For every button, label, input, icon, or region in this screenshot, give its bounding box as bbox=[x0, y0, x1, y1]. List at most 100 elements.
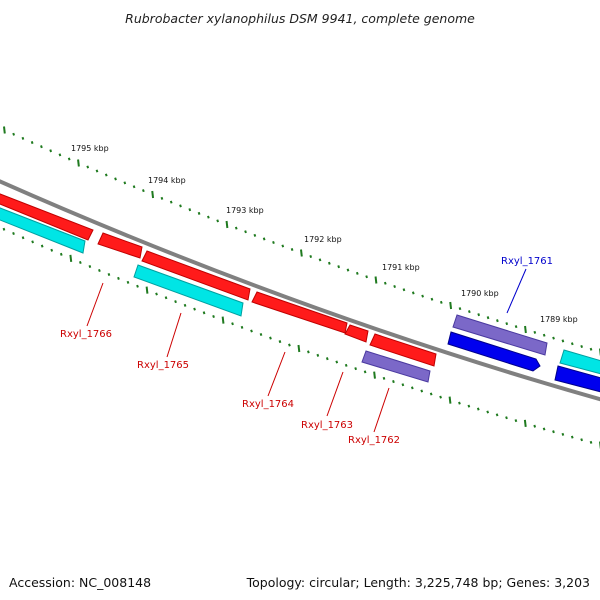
gene-rxyl-1761[interactable] bbox=[447, 331, 541, 372]
ruler-outer-dot bbox=[77, 159, 80, 167]
ruler-inner-dot bbox=[542, 427, 546, 431]
ruler-inner-dot bbox=[193, 307, 196, 311]
ruler-outer-dot bbox=[374, 276, 378, 284]
ruler-outer-dot bbox=[421, 294, 424, 298]
tick-label-1792: 1792 kbp bbox=[304, 235, 342, 244]
gene-label-rxyl-1763[interactable]: Rxyl_1763 bbox=[301, 420, 353, 431]
ruler-inner-dot bbox=[344, 363, 348, 367]
ruler-inner-dot bbox=[98, 268, 101, 273]
gene-label-rxyl-1764[interactable]: Rxyl_1764 bbox=[242, 399, 294, 410]
ruler-inner-dot bbox=[523, 419, 527, 428]
ruler-outer-dot bbox=[580, 344, 584, 349]
leader-rxyl-1766 bbox=[86, 282, 104, 327]
ruler-inner-dot bbox=[392, 380, 395, 384]
gene-rxyl-1762[interactable] bbox=[369, 333, 437, 367]
ruler-inner-dot bbox=[2, 227, 6, 231]
gene-forward-2[interactable] bbox=[554, 365, 600, 393]
ruler-outer-dot bbox=[430, 297, 434, 301]
gene-rxyl-1766[interactable] bbox=[0, 192, 94, 241]
ruler-inner-dot bbox=[307, 350, 310, 354]
ruler-outer-dot bbox=[327, 261, 331, 265]
tick-label-1790: 1790 kbp bbox=[461, 289, 499, 298]
ruler-outer-dot bbox=[253, 233, 257, 237]
gene-rxyl-1765-segment[interactable] bbox=[97, 232, 143, 259]
ruler-outer-dot bbox=[318, 258, 322, 262]
ruler-inner-dot bbox=[269, 336, 272, 340]
ruler-outer-dot bbox=[402, 288, 406, 292]
cds-cyan-1[interactable] bbox=[0, 206, 86, 254]
ruler-outer-dot bbox=[160, 196, 164, 200]
gene-label-rxyl-1766[interactable]: Rxyl_1766 bbox=[60, 329, 112, 340]
leader-rxyl-1764 bbox=[267, 351, 286, 397]
ruler-inner-dot bbox=[297, 344, 301, 353]
ruler-inner-dot bbox=[69, 254, 73, 263]
gene-rxyl-1765[interactable] bbox=[141, 250, 251, 301]
tick-label-1795: 1795 kbp bbox=[71, 144, 109, 153]
ruler-inner-dot bbox=[561, 432, 565, 436]
ruler-inner-dot bbox=[514, 419, 518, 423]
ruler-outer-dot bbox=[123, 181, 127, 185]
ruler-outer-dot bbox=[533, 330, 537, 334]
ruler-inner-dot bbox=[231, 322, 234, 326]
ruler-outer-dot bbox=[216, 219, 220, 223]
cds-cyan-2[interactable] bbox=[133, 264, 244, 317]
ruler-inner-dot bbox=[410, 386, 414, 390]
forward-strand-genes bbox=[447, 331, 600, 393]
ruler-outer-dot bbox=[188, 208, 192, 212]
ruler-outer-dot bbox=[486, 316, 490, 320]
cds-purple-2[interactable] bbox=[452, 314, 548, 356]
tick-label-1793: 1793 kbp bbox=[226, 206, 264, 215]
ruler-inner-dot bbox=[155, 292, 158, 296]
ruler-inner-dot bbox=[533, 424, 537, 428]
ruler-inner-dot bbox=[467, 404, 471, 408]
ruler-outer-dot bbox=[411, 291, 415, 295]
ruler-inner-dot bbox=[382, 376, 386, 380]
leader-rxyl-1762 bbox=[373, 387, 390, 433]
leader-rxyl-1763 bbox=[326, 371, 344, 417]
ruler-outer-dot bbox=[169, 200, 173, 204]
ruler-outer-dot bbox=[477, 313, 481, 317]
accession-text: Accession: NC_008148 bbox=[9, 575, 152, 590]
ruler-inner-dot bbox=[476, 407, 480, 411]
ruler-outer-dot bbox=[142, 189, 145, 193]
ruler-outer-dot bbox=[458, 307, 462, 311]
ruler-outer-dot bbox=[439, 300, 443, 304]
ruler-inner-dot bbox=[458, 401, 461, 405]
ruler-inner-dot bbox=[240, 325, 244, 329]
cds-purple-1[interactable] bbox=[361, 350, 431, 383]
ruler-outer-dot bbox=[561, 339, 565, 343]
ruler-inner-dot bbox=[335, 360, 339, 364]
label-leader-lines bbox=[86, 268, 527, 433]
cds-cyan-3[interactable] bbox=[559, 349, 600, 375]
ruler-outer-dot bbox=[552, 336, 555, 340]
leader-rxyl-1765 bbox=[166, 312, 182, 358]
ruler-outer-dot bbox=[225, 220, 229, 229]
ruler-inner-dot bbox=[21, 236, 25, 240]
ruler-outer-dot bbox=[179, 204, 182, 208]
ruler-inner-dot bbox=[88, 264, 92, 269]
ruler-inner-dot bbox=[373, 371, 376, 379]
ruler-inner-dot bbox=[363, 370, 367, 374]
ruler-inner-dot bbox=[495, 413, 499, 417]
ruler-outer-dot bbox=[290, 248, 294, 252]
genome-summary-text: Topology: circular; Length: 3,225,748 bp… bbox=[246, 575, 590, 590]
ruler-outer-dot bbox=[234, 226, 238, 230]
gene-label-rxyl-1761[interactable]: Rxyl_1761 bbox=[501, 256, 553, 267]
ruler-inner-dot bbox=[40, 244, 44, 248]
ruler-outer-dot bbox=[355, 271, 359, 275]
ruler-outer-dot bbox=[542, 333, 546, 337]
ruler-outer-dot bbox=[49, 149, 53, 153]
ruler-inner-dot bbox=[429, 392, 433, 396]
gene-label-rxyl-1762[interactable]: Rxyl_1762 bbox=[348, 435, 400, 446]
cds-features-cyan bbox=[0, 206, 600, 375]
ruler-outer-dot bbox=[337, 265, 341, 269]
ruler-inner-dot bbox=[126, 280, 130, 284]
gene-rxyl-1763[interactable] bbox=[344, 324, 369, 343]
tick-label-1794: 1794 kbp bbox=[148, 176, 186, 185]
ruler-outer-dot bbox=[309, 254, 313, 258]
gene-label-rxyl-1765[interactable]: Rxyl_1765 bbox=[137, 360, 189, 371]
ruler-inner-dot bbox=[288, 343, 291, 347]
ruler-inner-dot bbox=[145, 286, 149, 294]
ruler-inner-dot bbox=[259, 333, 263, 337]
ruler-outer-dot bbox=[197, 211, 201, 215]
